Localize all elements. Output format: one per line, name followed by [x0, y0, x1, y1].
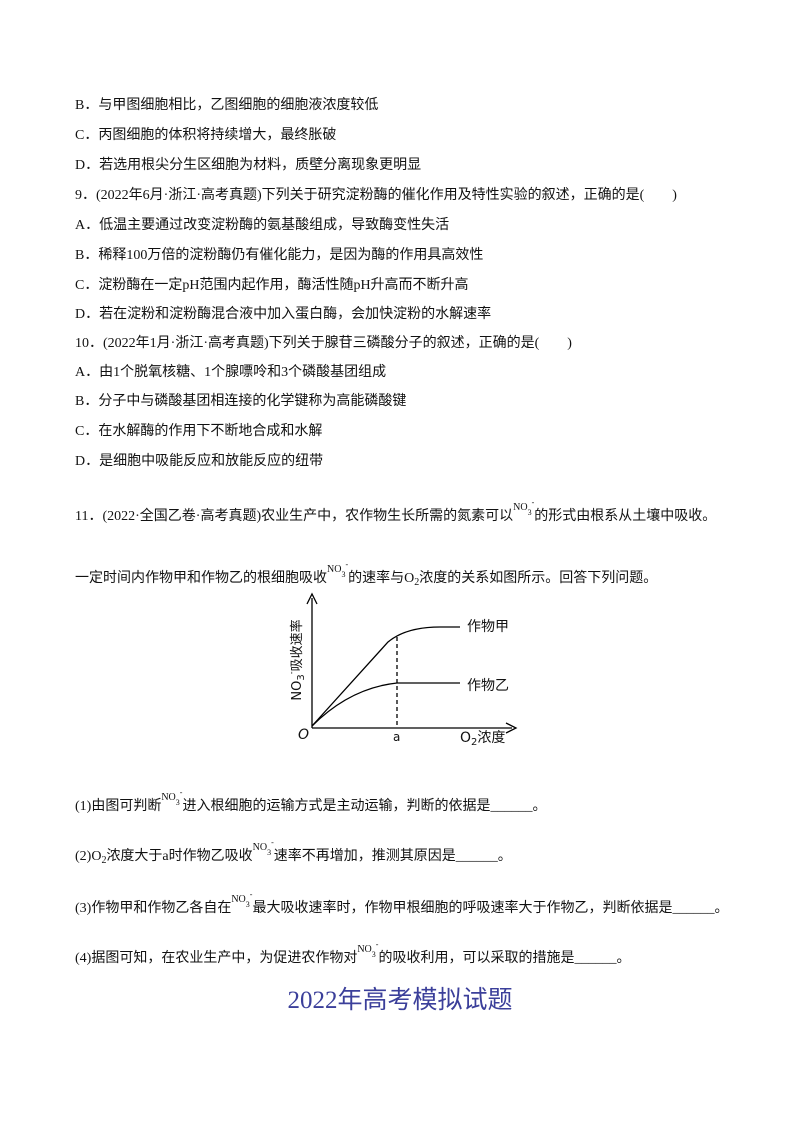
text-run: 浓度大于a时作物乙吸收 — [106, 849, 253, 864]
text-run: (1)由图可判断 — [75, 799, 162, 814]
text-run: 浓度 — [477, 730, 506, 746]
text-line: A．低温主要通过改变淀粉酶的氨基酸组成，导致酶变性失活 — [75, 216, 449, 236]
text-line: D．若选用根尖分生区细胞为材料，质壁分离现象更明显 — [75, 156, 421, 176]
text-line: (2)O2浓度大于a时作物乙吸收NO3- 速率不再增加，推测其原因是______。 — [75, 833, 512, 871]
text-run: 11．(2022·全国乙卷·高考真题)农业生产中，农作物生长所需的氮素可以 — [75, 509, 514, 524]
text-line: 9．(2022年6月·浙江·高考真题)下列关于研究淀粉酶的催化作用及特性实验的叙… — [75, 186, 677, 206]
text-line: 11．(2022·全国乙卷·高考真题)农业生产中，农作物生长所需的氮素可以NO3… — [75, 493, 716, 527]
formula-part: 3 — [296, 674, 307, 681]
text-line: D．若在淀粉和淀粉酶混合液中加入蛋白酶，会加快淀粉的水解速率 — [75, 305, 491, 325]
text-run: D．若在淀粉和淀粉酶混合液中加入蛋白酶，会加快淀粉的水解速率 — [75, 307, 492, 322]
text-line: 10．(2022年1月·浙江·高考真题)下列关于腺苷三磷酸分子的叙述，正确的是(… — [75, 334, 572, 354]
formula-part: NO — [161, 792, 176, 803]
text-line: C．淀粉酶在一定pH范围内起作用，酶活性随pH升高而不断升高 — [75, 276, 469, 296]
text-line: D．是细胞中吸能反应和放能反应的纽带 — [75, 452, 323, 472]
text-line: 一定时间内作物甲和作物乙的根细胞吸收NO3- 的速率与O2浓度的关系如图所示。回答… — [75, 555, 657, 593]
text-run: B．与甲图细胞相比，乙图细胞的细胞液浓度较低 — [75, 98, 379, 113]
text-run: 吸收速率 — [290, 619, 305, 672]
text-line: A．由1个脱氧核糖、1个腺嘌呤和3个磷酸基团组成 — [75, 363, 386, 383]
formula-part: 3 — [527, 508, 532, 517]
text-run: D．若选用根尖分生区细胞为材料，质壁分离现象更明显 — [75, 158, 422, 173]
text-run: D．是细胞中吸能反应和放能反应的纽带 — [75, 454, 324, 469]
text-run: 的速率与O — [348, 571, 415, 586]
formula-part: - — [287, 671, 296, 675]
text-line: B．稀释100万倍的淀粉酶仍有催化能力，是因为酶的作用具高效性 — [75, 246, 483, 266]
formula-part: 3 — [175, 798, 180, 807]
formula-part: NO — [513, 502, 528, 513]
text-run: 进入根细胞的运输方式是主动运输，判断的依据是______。 — [182, 799, 547, 814]
text-run: B．分子中与磷酸基团相连接的化学键称为高能磷酸键 — [75, 394, 407, 409]
text-line: (3)作物甲和作物乙各自在NO3- 最大吸收速率时，作物甲根细胞的呼吸速率大于作物… — [75, 885, 728, 919]
formula-part: 2 — [471, 737, 478, 748]
text-run: C．丙图细胞的体积将持续增大，最终胀破 — [75, 128, 337, 143]
text-line: (1)由图可判断NO3- 进入根细胞的运输方式是主动运输，判断的依据是______… — [75, 783, 546, 817]
formula-part: - — [345, 560, 349, 569]
text-run: C．在水解酶的作用下不断地合成和水解 — [75, 424, 323, 439]
curve-label: 作物乙 — [467, 678, 509, 694]
x-mark-label: a — [393, 730, 401, 744]
formula-part: 3 — [267, 848, 272, 857]
text-run: 最大吸收速率时，作物甲根细胞的呼吸速率大于作物乙，判断依据是______。 — [252, 901, 729, 916]
formula-part: 3 — [371, 950, 376, 959]
text-run: C．淀粉酶在一定pH范围内起作用，酶活性随pH升高而不断升高 — [75, 278, 469, 293]
text-run: (3)作物甲和作物乙各自在 — [75, 901, 232, 916]
formula-part: - — [375, 940, 379, 949]
formula-part: NO — [357, 944, 372, 955]
formula-part: NO — [231, 894, 246, 905]
text-run: B．稀释100万倍的淀粉酶仍有催化能力，是因为酶的作用具高效性 — [75, 248, 484, 263]
formula-part: - — [179, 788, 183, 797]
text-line: (4)据图可知，在农业生产中，为促进农作物对NO3- 的吸收利用，可以采取的措施是… — [75, 935, 630, 969]
formula-part: 3 — [245, 900, 250, 909]
curve-label: 作物甲 — [467, 619, 509, 635]
formula-part: - — [249, 890, 253, 899]
text-run: 10．(2022年1月·浙江·高考真题)下列关于腺苷三磷酸分子的叙述，正确的是(… — [75, 336, 572, 351]
text-run: A．低温主要通过改变淀粉酶的氨基酸组成，导致酶变性失活 — [75, 218, 450, 233]
curve-a — [311, 626, 460, 727]
formula-part: 2 — [101, 855, 107, 866]
formula-part: NO — [327, 564, 342, 575]
text-run: O — [460, 730, 472, 746]
axis-arrow — [505, 722, 518, 734]
text-run: 的形式由根系从土壤中吸收。 — [534, 509, 717, 524]
formula-part: 3 — [341, 570, 346, 579]
formula-part: - — [531, 498, 535, 507]
text-run: 9．(2022年6月·浙江·高考真题)下列关于研究淀粉酶的催化作用及特性实验的叙… — [75, 188, 677, 203]
text-run: NO — [290, 680, 305, 701]
text-line: B．分子中与磷酸基团相连接的化学键称为高能磷酸键 — [75, 392, 406, 412]
axis-arrow — [306, 592, 318, 605]
text-run: 速率不再增加，推测其原因是______。 — [273, 849, 512, 864]
formula-part: - — [271, 838, 274, 847]
text-line: C．丙图细胞的体积将持续增大，最终胀破 — [75, 126, 336, 146]
text-run: (4)据图可知，在农业生产中，为促进农作物对 — [75, 951, 358, 966]
text-line: C．在水解酶的作用下不断地合成和水解 — [75, 422, 322, 442]
footer-title: 2022年高考模拟试题 — [287, 987, 513, 1014]
curve-b — [311, 682, 460, 727]
text-run: A．由1个脱氧核糖、1个腺嘌呤和3个磷酸基团组成 — [75, 365, 387, 380]
formula-part: 2 — [414, 577, 420, 588]
text-run: 一定时间内作物甲和作物乙的根细胞吸收 — [75, 571, 327, 586]
x-axis-label: O2浓度 — [460, 730, 505, 751]
text-run: 浓度的关系如图所示。回答下列问题。 — [419, 571, 658, 586]
y-axis-label: NO3-吸收速率 — [284, 619, 310, 700]
text-run: (2)O — [75, 849, 102, 864]
origin-label: O — [298, 727, 310, 743]
text-run: 的吸收利用，可以采取的措施是______。 — [378, 951, 631, 966]
text-line: B．与甲图细胞相比，乙图细胞的细胞液浓度较低 — [75, 96, 378, 116]
formula-part: NO — [252, 842, 268, 853]
